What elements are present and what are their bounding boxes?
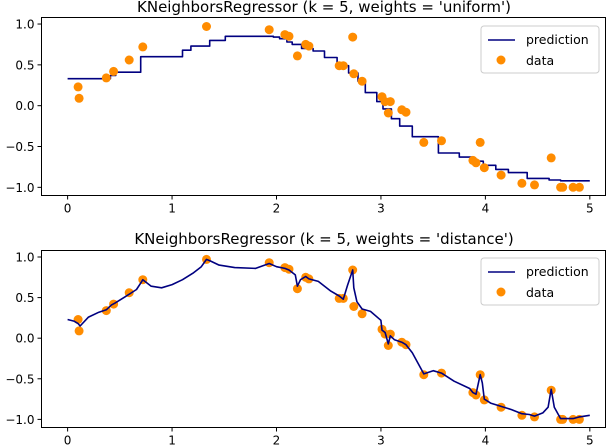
legend: prediction data: [480, 257, 600, 306]
x-tick-label: 5: [586, 434, 594, 447]
legend-box: [480, 257, 600, 306]
legend-data-label: data: [526, 53, 554, 68]
data-point: [401, 107, 411, 117]
data-point: [385, 329, 395, 339]
legend-prediction-label: prediction: [526, 264, 589, 279]
y-tick-label: −1.0: [5, 413, 34, 427]
plot-area: [67, 22, 590, 192]
data-point: [109, 66, 119, 76]
data-point: [124, 55, 134, 65]
data-point: [338, 61, 348, 71]
y-tick-label: 0.0: [15, 332, 34, 346]
data-point: [517, 178, 527, 188]
x-tick-label: 0: [64, 202, 72, 216]
legend-box: [480, 25, 600, 74]
prediction-line: [67, 258, 590, 420]
data-point: [292, 51, 302, 61]
axis-ticks: 0 1 2 3 4 5 −1.0 −0.5 0.0 0.5 1.0: [5, 250, 593, 447]
data-point: [292, 284, 302, 294]
y-tick-label: 1.0: [15, 250, 34, 264]
data-point: [437, 136, 446, 146]
x-tick-label: 3: [377, 202, 385, 216]
distance-subplot: KNeighborsRegressor (k = 5, weights = 'd…: [5, 230, 606, 447]
data-point: [574, 182, 584, 192]
data-point: [304, 41, 314, 51]
legend-data-swatch: [496, 55, 506, 65]
data-point: [74, 93, 84, 103]
axes-frame: [41, 17, 606, 196]
y-tick-label: −0.5: [5, 140, 34, 154]
data-point: [471, 158, 481, 168]
chart-title: KNeighborsRegressor (k = 5, weights = 'u…: [137, 0, 511, 16]
legend-data-swatch: [496, 287, 506, 297]
y-tick-label: −0.5: [5, 372, 34, 386]
data-point: [74, 326, 84, 336]
data-point: [558, 182, 568, 192]
data-point: [546, 153, 556, 163]
uniform-subplot: KNeighborsRegressor (k = 5, weights = 'u…: [5, 0, 606, 216]
data-point: [419, 137, 429, 147]
legend: prediction data: [480, 25, 600, 74]
y-tick-label: 1.0: [15, 18, 34, 32]
data-point: [264, 258, 274, 268]
data-point: [349, 302, 359, 311]
legend-data-label: data: [526, 285, 554, 300]
x-tick-label: 4: [482, 202, 490, 216]
x-tick-label: 4: [482, 434, 490, 447]
plot-area: [67, 254, 590, 424]
x-tick-label: 5: [586, 202, 594, 216]
data-point: [496, 170, 506, 180]
x-tick-label: 0: [64, 434, 72, 447]
data-point: [383, 341, 393, 350]
data-point: [475, 137, 485, 147]
data-point: [568, 182, 578, 192]
data-point: [349, 69, 359, 79]
data-point: [348, 32, 358, 42]
y-tick-label: −1.0: [5, 181, 34, 195]
x-tick-label: 1: [168, 434, 176, 447]
y-tick-label: 0.5: [15, 291, 34, 305]
x-tick-label: 3: [377, 434, 385, 447]
data-point: [385, 97, 395, 107]
data-point: [202, 22, 211, 31]
data-point: [73, 82, 83, 92]
data-point: [284, 31, 294, 41]
chart-title: KNeighborsRegressor (k = 5, weights = 'd…: [134, 230, 513, 248]
y-tick-label: 0.0: [15, 99, 34, 113]
data-point: [479, 163, 489, 173]
y-tick-label: 0.5: [15, 58, 34, 72]
axes-frame: [41, 250, 606, 428]
legend-prediction-label: prediction: [526, 32, 589, 47]
data-point: [530, 180, 539, 190]
data-point: [357, 76, 367, 86]
x-tick-label: 1: [168, 202, 176, 216]
x-tick-label: 2: [273, 202, 281, 216]
data-point: [383, 108, 393, 118]
axis-ticks: 0 1 2 3 4 5 −1.0 −0.5 0.0 0.5 1.0: [5, 18, 593, 216]
data-point: [101, 73, 111, 83]
data-point: [138, 42, 148, 52]
x-tick-label: 2: [273, 434, 281, 447]
data-point: [264, 25, 274, 35]
data-point: [357, 309, 367, 319]
